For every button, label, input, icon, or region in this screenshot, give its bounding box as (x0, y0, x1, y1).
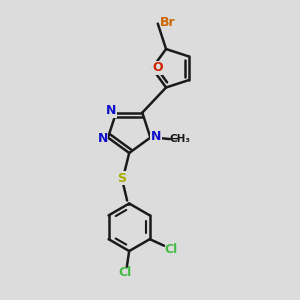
Text: Br: Br (160, 16, 176, 29)
Text: CH₃: CH₃ (169, 134, 190, 144)
Text: —: — (169, 134, 179, 144)
Text: N: N (151, 130, 161, 143)
Text: N: N (98, 132, 108, 145)
Text: S: S (117, 172, 126, 185)
Text: N: N (106, 104, 116, 117)
Text: O: O (152, 61, 163, 74)
Text: Cl: Cl (164, 243, 177, 256)
Text: Cl: Cl (118, 266, 131, 279)
